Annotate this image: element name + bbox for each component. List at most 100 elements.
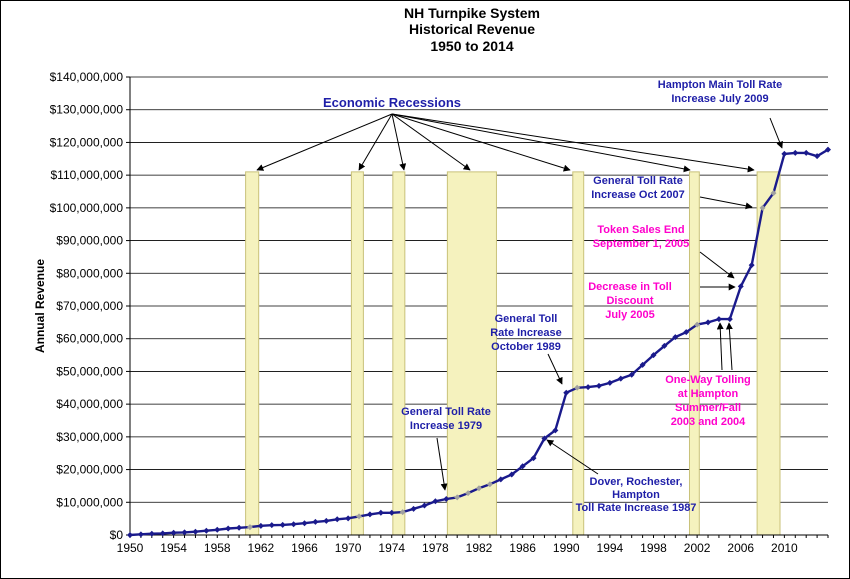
recession-band [392,171,406,536]
x-tick-label: 1958 [204,541,231,555]
chart-title-line-3: 1950 to 2014 [430,38,513,54]
data-point [312,518,319,525]
data-point [225,525,232,532]
data-point [628,371,635,378]
data-point [268,522,275,529]
annotation-line: 2003 and 2004 [671,416,746,428]
axes [126,76,829,538]
annotation-hampton-main: Hampton Main Toll Rate Increase July 200… [658,79,782,105]
recession-bands [245,171,781,536]
annotation-oct-1989: General Toll Rate Increase October 1989 [490,313,562,353]
data-point [683,329,690,336]
data-point [257,522,264,529]
x-tick-label: 1974 [378,541,405,555]
x-tick-label: 1962 [248,541,275,555]
data-point [290,521,297,528]
annotation-line: Hampton [612,489,660,501]
annotation-arrow [699,251,735,279]
recession-band [245,171,260,536]
data-point [279,521,286,528]
x-tick-label: 1966 [291,541,318,555]
annotation-line: Increase Oct 2007 [591,189,685,201]
data-point [606,379,613,386]
x-tick-label: 2010 [771,541,798,555]
annotation-line: General Toll Rate [401,406,491,418]
data-point [301,520,308,527]
y-tick-label: $120,000,000 [50,135,124,149]
recession-arrow [391,113,755,173]
x-tick-label: 1970 [335,541,362,555]
x-tick-label: 1986 [509,541,536,555]
data-point [759,204,766,211]
annotation-arrow [769,117,783,149]
data-point [541,435,548,442]
annotation-line: General Toll Rate [593,175,683,187]
recession-arrow [256,113,393,171]
data-point [377,509,384,516]
data-point [323,517,330,524]
data-point [508,471,515,478]
annotation-line: Decrease in Toll [588,281,672,293]
recession-band [350,171,364,536]
data-point [159,530,166,537]
y-tick-label: $130,000,000 [50,103,124,117]
data-point [465,490,472,497]
data-point [563,389,570,396]
data-point [705,319,712,326]
data-point [552,427,559,434]
x-tick-label: 1950 [117,541,144,555]
data-point [137,531,144,538]
annotation-arrow [725,322,733,371]
y-tick-label: $50,000,000 [56,364,123,378]
data-point [574,384,581,391]
data-point [148,530,155,537]
y-tick-label: $80,000,000 [56,266,123,280]
annotation-1987: Dover, Rochester, Hampton Toll Rate Incr… [576,476,697,514]
chart-title-line-2: Historical Revenue [409,21,535,37]
data-point [814,153,821,160]
data-point [127,532,133,538]
annotation-line: September 1, 2005 [593,238,690,250]
annotation-line: One-Way Tolling [665,374,751,386]
data-point [432,498,439,505]
data-point [770,190,777,197]
data-point [214,526,221,533]
y-tick-label: $110,000,000 [50,168,123,182]
data-point [639,361,646,368]
data-point [595,382,602,389]
annotation-token-sales: Token Sales End September 1, 2005 [593,224,690,250]
x-tick-labels: 1950 1954 1958 1962 1966 1970 1974 1978 1982 1986… [117,541,798,555]
revenue-points [127,146,831,538]
data-point [410,505,417,512]
annotation-toll-discount: Decrease in Toll Discount July 2005 [588,281,672,321]
recession-band [756,171,781,536]
annotation-line: July 2005 [605,309,655,321]
y-tick-label: $100,000,000 [50,201,124,215]
y-tick-label: $10,000,000 [56,495,123,509]
annotation-line: October 1989 [491,341,561,353]
data-point [661,342,668,349]
annotation-arrows [256,113,783,491]
y-tick-label: $30,000,000 [56,430,123,444]
data-point [672,334,679,341]
annotation-arrow [436,437,448,491]
x-tick-label: 1994 [597,541,624,555]
annotation-line: Summer/Fall [675,402,741,414]
data-point [519,463,526,470]
data-point [170,529,177,536]
data-point [726,316,733,323]
recession-arrow [391,113,407,171]
data-point [236,524,243,531]
data-point [694,321,701,328]
x-tick-label: 1998 [640,541,667,555]
data-point [399,509,406,516]
data-point [388,509,395,516]
annotation-line: Toll Rate Increase 1987 [576,502,697,514]
annotation-line: Discount [606,295,653,307]
chart-title-line-1: NH Turnpike System [404,5,540,21]
data-point [617,375,624,382]
data-point [334,516,341,523]
recession-arrow [358,113,393,171]
